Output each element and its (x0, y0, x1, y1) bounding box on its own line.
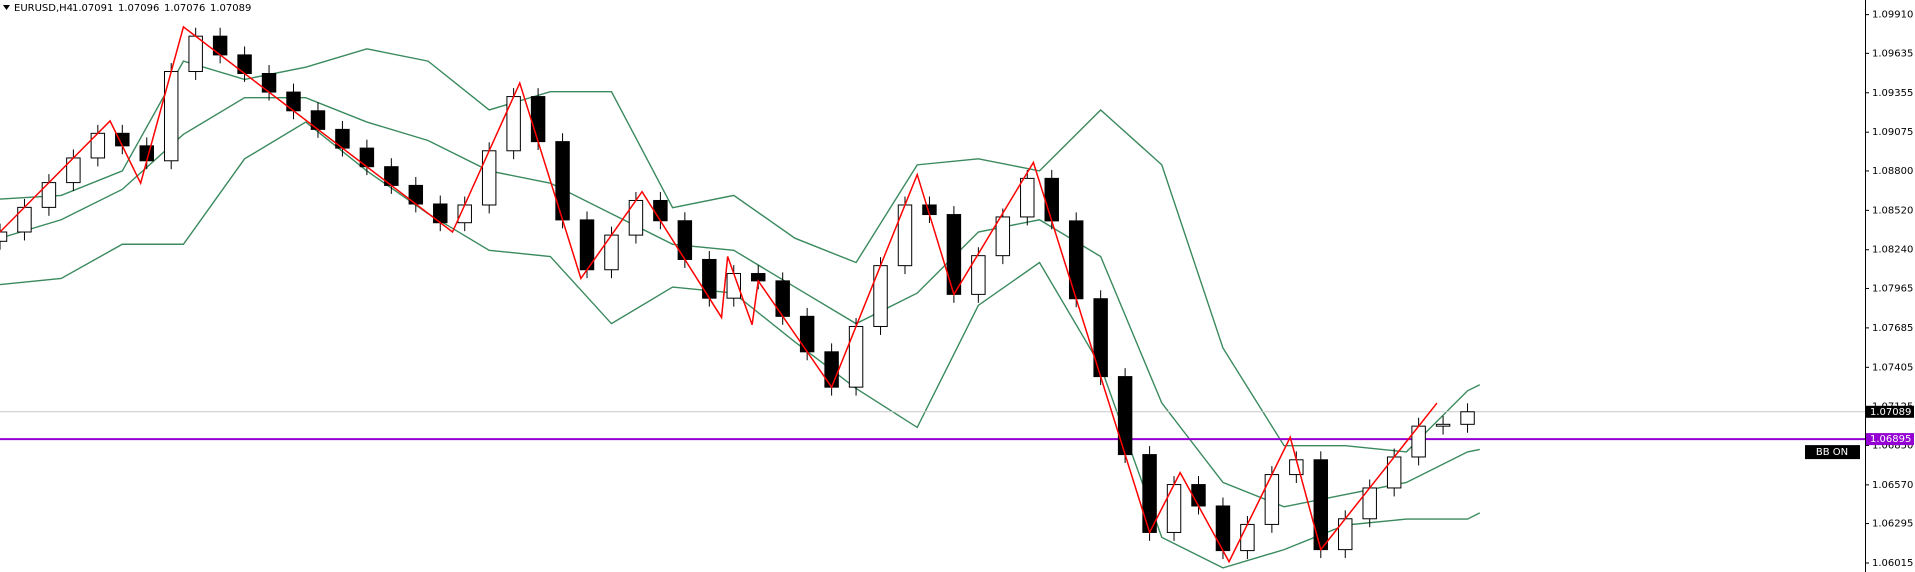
band-lower (0, 121, 1481, 569)
price-label-box (1866, 405, 1914, 418)
candle-body (775, 280, 790, 317)
bb-button-label[interactable]: BB ON (1816, 447, 1848, 458)
candle-body (971, 255, 986, 295)
candle-body (653, 199, 668, 222)
header-value: 1.07089 (210, 3, 251, 14)
candle-body (1191, 484, 1206, 507)
chart-title: EURUSD,H4 (14, 3, 73, 14)
candle-body (1117, 376, 1133, 456)
candle-body (604, 234, 619, 271)
bb-button-box[interactable] (1805, 445, 1860, 460)
candle-body (1411, 425, 1426, 458)
y-tick-label: 1.06850 (1872, 440, 1913, 451)
candle-body (873, 265, 888, 327)
candle-body (530, 96, 546, 143)
candle-body (1093, 298, 1108, 378)
header-value: 1.07076 (164, 3, 205, 14)
candle-body (1460, 411, 1475, 425)
candle-body (946, 214, 962, 295)
y-tick-label: 1.06295 (1872, 519, 1913, 530)
candle-body (1142, 454, 1157, 533)
y-tick-label: 1.09910 (1872, 10, 1913, 21)
candle-body (0, 231, 8, 242)
y-tick-label: 1.08520 (1872, 205, 1913, 216)
header-value: 1.07096 (118, 3, 159, 14)
candle-body (481, 150, 497, 206)
candle-body (677, 220, 693, 260)
candle-body (628, 199, 644, 236)
y-tick-label: 1.09075 (1872, 127, 1913, 138)
header-values: 1.07091 1.07096 1.07076 1.07089 (72, 3, 251, 14)
candle-body (1166, 484, 1182, 533)
y-tick-label: 1.08800 (1872, 166, 1913, 177)
symbol-menu-arrow[interactable] (3, 5, 10, 10)
candle-body (1386, 456, 1402, 489)
candle-body (799, 315, 815, 353)
y-tick-label: 1.06015 (1872, 558, 1913, 569)
band-upper (0, 48, 1481, 453)
candle-body (1313, 459, 1329, 551)
y-tick-label: 1.07405 (1872, 362, 1913, 373)
price-label: 1.07089 (1870, 407, 1911, 418)
y-tick-label: 1.09355 (1872, 88, 1913, 99)
candle-body (1435, 423, 1451, 427)
candle-body (506, 96, 521, 152)
candle-body (163, 71, 179, 162)
price-label: 1.06895 (1870, 434, 1911, 445)
candle-body (824, 351, 839, 388)
candle-body (1215, 505, 1231, 552)
y-tick-label: 1.09635 (1872, 48, 1913, 59)
header-value: 1.07091 (72, 3, 113, 14)
candle-body (897, 204, 913, 267)
candle-body (41, 182, 57, 208)
candle-body (702, 258, 717, 299)
candle-body (1068, 220, 1084, 300)
y-tick-label: 1.07685 (1872, 323, 1913, 334)
zigzag-line (0, 25, 1438, 564)
candle-body (995, 216, 1011, 257)
price-label-box (1866, 433, 1914, 446)
candle-body (1362, 487, 1377, 520)
y-tick-label: 1.06570 (1872, 480, 1913, 491)
candle-body (555, 141, 570, 221)
candle-body (1338, 518, 1353, 551)
candle-body (1044, 177, 1059, 222)
candle-body (848, 325, 864, 388)
candle-body (1020, 177, 1035, 218)
y-tick-label: 1.07965 (1872, 283, 1913, 294)
candle-body (1240, 523, 1255, 552)
candle-body (188, 35, 203, 73)
y-tick-label: 1.08240 (1872, 245, 1913, 256)
candle-body (1264, 474, 1280, 525)
